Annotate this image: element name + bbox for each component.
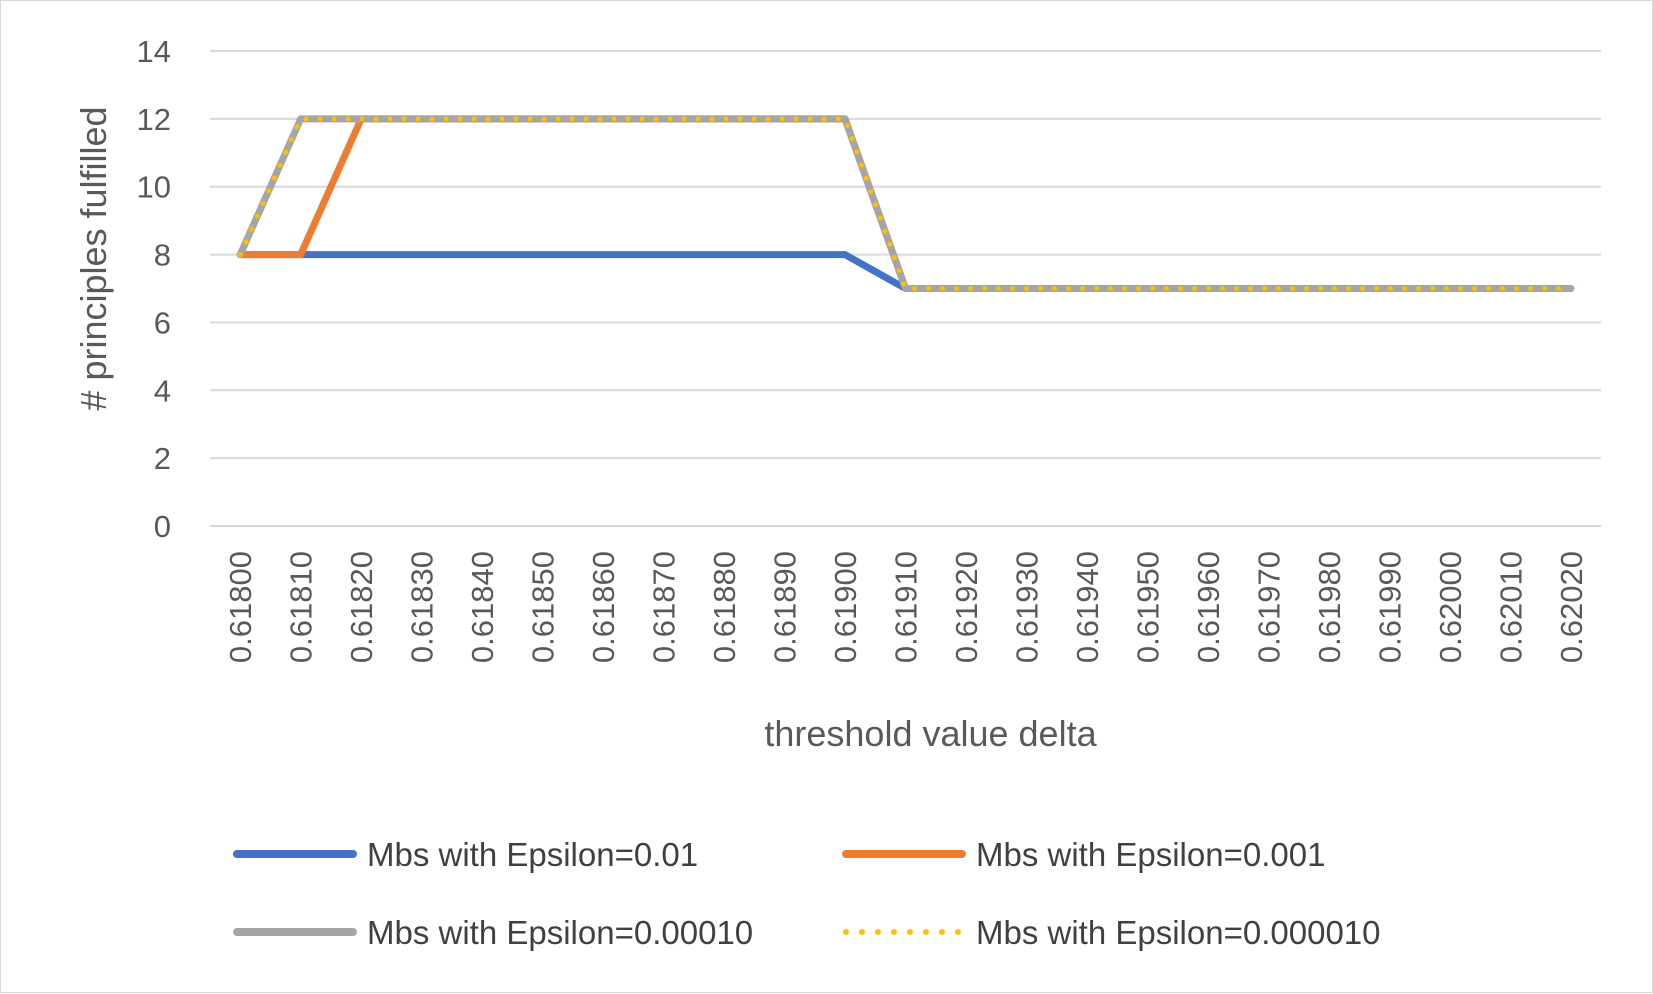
y-tick-label: 2 [154, 441, 171, 476]
series-lines [236, 115, 1575, 292]
x-tick-label: 0.61870 [647, 551, 682, 663]
x-tick-label: 0.61980 [1312, 551, 1347, 663]
x-tick-label: 0.61840 [465, 551, 500, 663]
y-axis-title: # principles fulfilled [73, 106, 114, 410]
y-tick-label: 14 [137, 34, 171, 69]
x-tick-label: 0.61930 [1009, 551, 1044, 663]
x-tick-label: 0.61910 [889, 551, 924, 663]
x-axis-ticks: 0.61800 0.61810 0.61820 0.61830 0.61840 0.618… [223, 551, 1589, 663]
x-tick-label: 0.62020 [1554, 551, 1589, 663]
y-tick-label: 6 [154, 305, 171, 340]
legend-label-3: Mbs with Epsilon=0.00010 [367, 914, 753, 951]
x-tick-label: 0.61860 [586, 551, 621, 663]
y-tick-label: 4 [154, 373, 171, 408]
legend-label-1: Mbs with Epsilon=0.01 [367, 836, 698, 873]
y-tick-label: 12 [137, 102, 171, 137]
x-tick-label: 0.62000 [1433, 551, 1468, 663]
x-tick-label: 0.62010 [1493, 551, 1528, 663]
x-tick-label: 0.61900 [828, 551, 863, 663]
x-tick-label: 0.61890 [768, 551, 803, 663]
y-tick-label: 8 [154, 238, 171, 273]
x-tick-label: 0.61850 [526, 551, 561, 663]
y-tick-label: 10 [137, 170, 171, 205]
x-tick-label: 0.61810 [284, 551, 319, 663]
x-tick-label: 0.61920 [949, 551, 984, 663]
legend-label-2: Mbs with Epsilon=0.001 [976, 836, 1325, 873]
x-axis-title: threshold value delta [764, 713, 1097, 754]
x-tick-label: 0.61800 [223, 551, 258, 663]
x-tick-label: 0.61830 [405, 551, 440, 663]
x-tick-label: 0.61960 [1191, 551, 1226, 663]
x-tick-label: 0.61880 [707, 551, 742, 663]
series-line-2 [236, 115, 1575, 292]
legend: Mbs with Epsilon=0.01 Mbs with Epsilon=0.… [233, 836, 1381, 951]
y-axis-ticks: 0 2 4 6 8 10 12 14 [137, 34, 171, 544]
legend-label-4: Mbs with Epsilon=0.000010 [976, 914, 1381, 951]
y-tick-label: 0 [154, 509, 171, 544]
x-tick-label: 0.61950 [1130, 551, 1165, 663]
series-line-4 [237, 116, 1574, 291]
x-tick-label: 0.61990 [1372, 551, 1407, 663]
x-tick-label: 0.61820 [344, 551, 379, 663]
x-tick-label: 0.61970 [1251, 551, 1286, 663]
x-tick-label: 0.61940 [1070, 551, 1105, 663]
series-line-3 [236, 115, 1575, 292]
